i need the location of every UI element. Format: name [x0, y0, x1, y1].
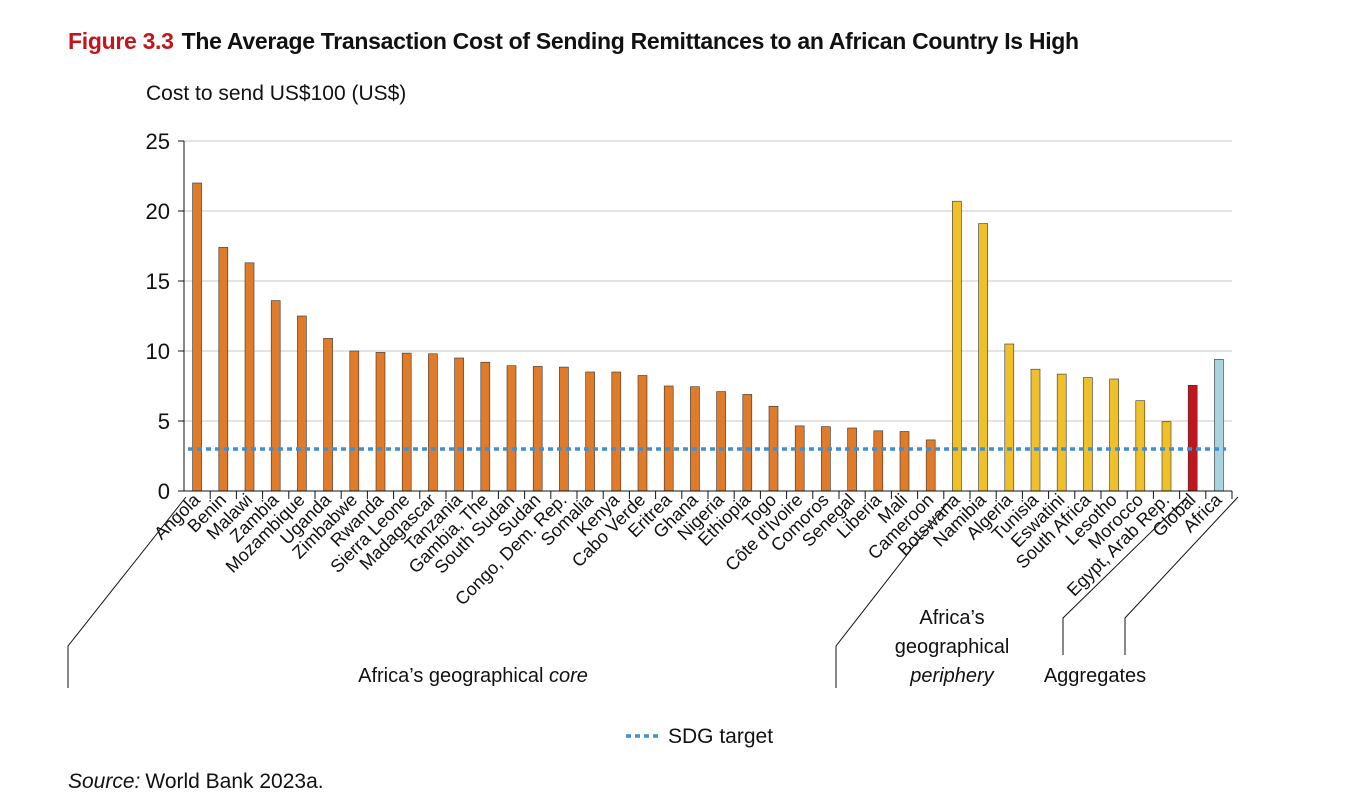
figure-title-text: The Average Transaction Cost of Sending … [181, 28, 1079, 54]
bar-south-africa [1083, 377, 1093, 492]
source-text: World Bank 2023a. [145, 770, 324, 793]
bar-liberia [873, 430, 884, 492]
bar-tunisia [1030, 368, 1041, 492]
bar-mozambique [297, 315, 307, 492]
aggregates-bracket-left [1062, 496, 1188, 655]
legend-sdg-label: SDG target [668, 725, 773, 748]
bar-global [1187, 384, 1198, 492]
bar-south-sudan [506, 365, 517, 492]
y-tick-label: 15 [146, 269, 170, 294]
bar-ethiopia [742, 394, 753, 492]
bar-angola [192, 182, 202, 492]
group-label-core: Africa’s geographical core [358, 665, 588, 687]
bar-cabo-verde [637, 375, 648, 492]
bar-algeria [1004, 343, 1015, 492]
bar-zambia [270, 300, 281, 492]
source-note: Source: World Bank 2023a. [68, 770, 324, 794]
bar-c-te-d-ivoire [794, 425, 805, 492]
figure-number: Figure 3.3 [68, 28, 174, 54]
y-tick-label: 0 [158, 479, 170, 504]
bar-rwanda [375, 352, 386, 492]
bar-eritrea [663, 385, 674, 492]
periphery-bracket [835, 496, 953, 688]
bar-congo-dem-rep- [559, 366, 569, 492]
y-tick-label: 25 [146, 129, 170, 154]
group-label-periphery-3: periphery [909, 665, 994, 687]
y-axis-label: Cost to send US$100 (US$) [146, 82, 407, 105]
bar-mali [899, 431, 910, 492]
bar-kenya [611, 371, 622, 492]
y-tick-label: 20 [146, 199, 170, 224]
bar-eswatini [1056, 373, 1067, 492]
y-tick-label: 10 [146, 339, 170, 364]
group-label-core-italic: core [549, 665, 588, 687]
bar-namibia [978, 223, 988, 492]
bar-sudan [532, 366, 543, 492]
bar-morocco [1135, 400, 1146, 492]
bar-africa [1214, 359, 1224, 492]
bar-uganda [323, 338, 333, 492]
bar-tanzania [454, 357, 464, 492]
bar-somalia [585, 371, 595, 492]
bar-zimbabwe [349, 350, 360, 492]
group-label-periphery-1: Africa’s [919, 607, 984, 629]
aggregates-bracket-right [1124, 496, 1239, 655]
bar-benin [218, 247, 229, 492]
bar-madagascar [428, 353, 438, 492]
figure-title: Figure 3.3 The Average Transaction Cost o… [68, 28, 1079, 55]
bar-gambia-the [480, 361, 491, 492]
core-bracket [67, 496, 187, 688]
bar-lesotho [1109, 378, 1119, 492]
bar-malawi [244, 262, 255, 492]
bar-nigeria [716, 391, 726, 492]
bar-ghana [690, 386, 700, 492]
source-label: Source: [68, 770, 141, 793]
group-label-aggregates: Aggregates [1044, 665, 1146, 687]
bar-sierra-leone [401, 352, 412, 492]
y-tick-label: 5 [158, 409, 170, 434]
bar-senegal [847, 427, 857, 492]
bar-egypt-arab-rep- [1161, 421, 1172, 492]
bar-comoros [821, 426, 831, 492]
group-label-periphery-2: geographical [895, 636, 1010, 658]
